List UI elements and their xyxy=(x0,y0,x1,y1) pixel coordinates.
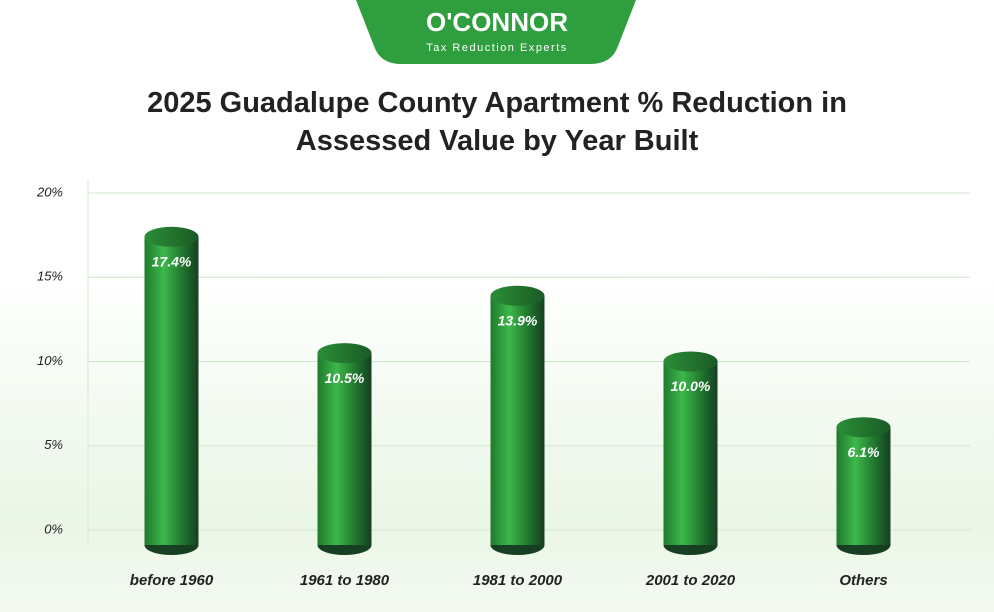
x-tick-label: before 1960 xyxy=(130,572,214,589)
x-tick-label: 1961 to 1980 xyxy=(300,572,390,589)
x-tick-label: 2001 to 2020 xyxy=(645,572,736,589)
value-label: 13.9% xyxy=(498,312,538,328)
bar xyxy=(836,427,891,545)
bar-top xyxy=(490,285,545,306)
chart-title: 2025 Guadalupe County Apartment % Reduct… xyxy=(147,87,847,157)
y-tick-label: 10% xyxy=(37,353,63,368)
bar xyxy=(317,353,372,545)
logo-name: O'CONNOR xyxy=(426,7,568,37)
value-label: 6.1% xyxy=(848,444,880,460)
logo-banner xyxy=(356,0,636,64)
bar xyxy=(490,295,545,545)
y-tick-label: 20% xyxy=(36,184,63,199)
bar-top xyxy=(317,343,372,364)
x-tick-label: 1981 to 2000 xyxy=(473,572,563,589)
value-label: 10.5% xyxy=(325,370,365,386)
bar-top xyxy=(144,226,199,247)
y-tick-label: 0% xyxy=(44,521,63,536)
bar xyxy=(663,361,718,545)
value-label: 17.4% xyxy=(152,254,192,270)
y-tick-label: 5% xyxy=(44,437,63,452)
x-tick-label: Others xyxy=(839,572,887,589)
logo-tagline: Tax Reduction Experts xyxy=(426,42,568,54)
bar-top xyxy=(836,417,891,438)
bar-top xyxy=(663,351,718,372)
value-label: 10.0% xyxy=(671,378,711,394)
bar xyxy=(144,236,199,545)
y-tick-label: 15% xyxy=(37,269,63,284)
